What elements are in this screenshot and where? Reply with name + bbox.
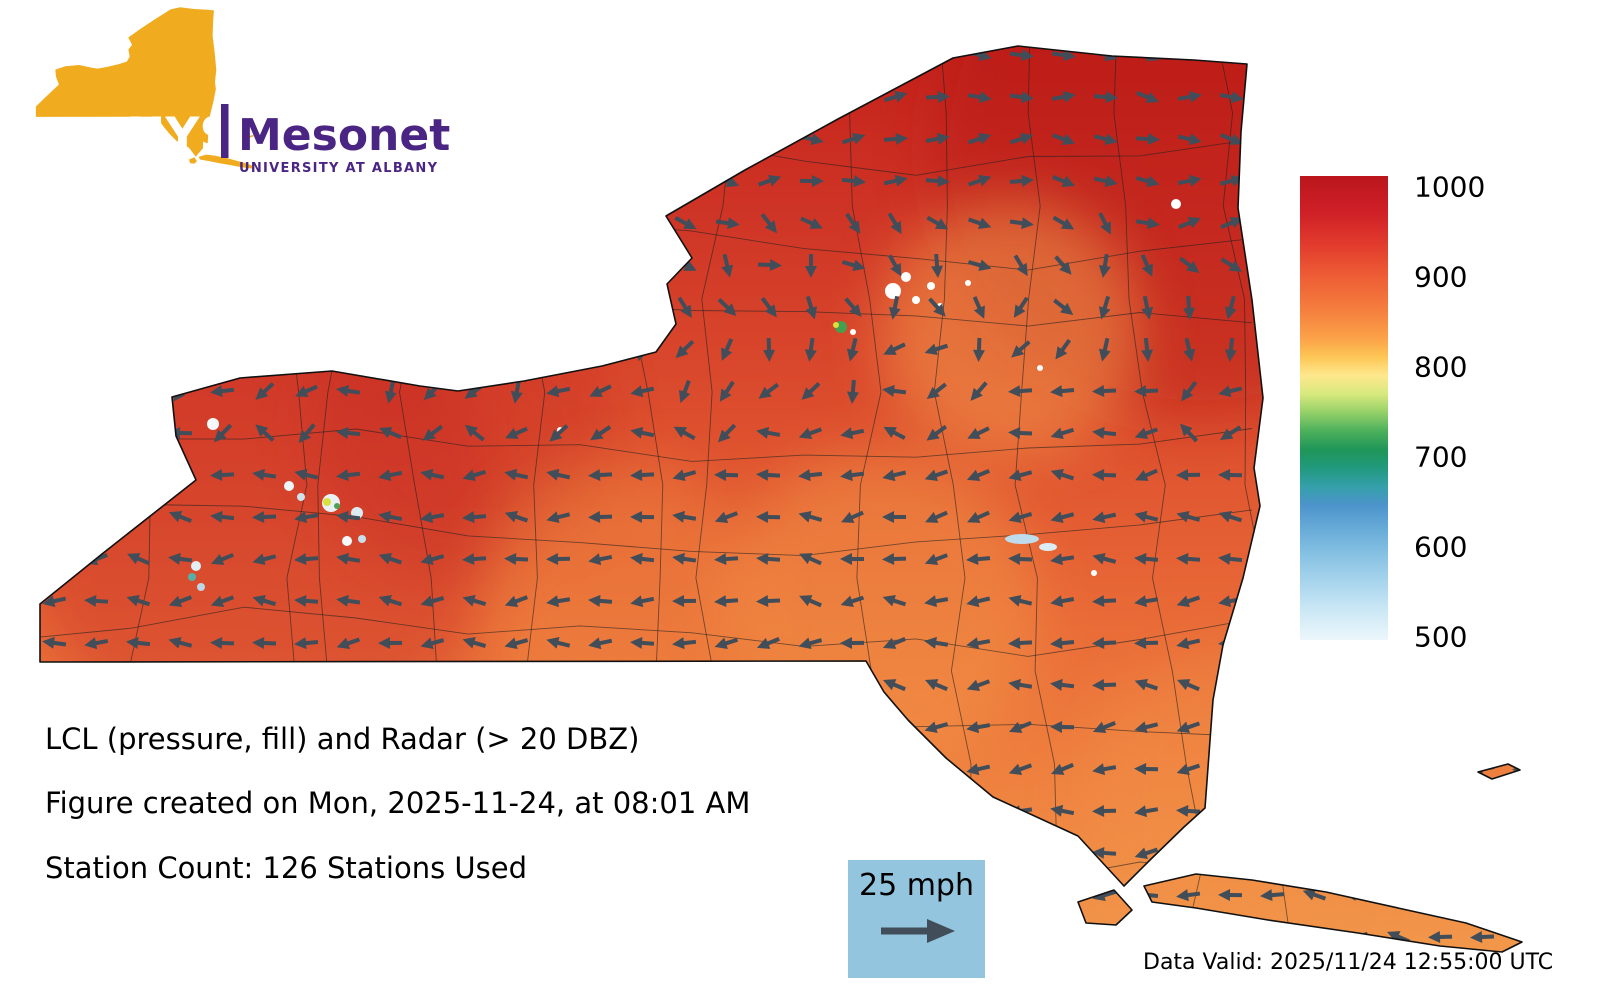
radar-echo	[1171, 199, 1181, 209]
colorbar-tick-label: 700	[1414, 440, 1468, 474]
radar-echo	[358, 535, 366, 543]
colorbar-tick-label: 900	[1414, 260, 1468, 294]
radar-echoes	[188, 199, 1181, 591]
radar-echo	[885, 283, 901, 299]
radar-echo	[297, 493, 305, 501]
radar-echo	[1039, 543, 1057, 551]
logo-mesonet-text: Mesonet	[238, 110, 450, 161]
colorbar-gradient	[1300, 176, 1388, 640]
logo-divider	[221, 104, 229, 158]
radar-echo	[323, 498, 331, 506]
radar-echo	[1091, 570, 1097, 576]
station-count-text: Station Count: 126 Stations Used	[45, 851, 528, 885]
radar-echo	[912, 296, 920, 304]
wind-scale-legend: 25 mph	[848, 860, 985, 978]
radar-echo	[207, 418, 219, 430]
nys-mesonet-logo: NYS Mesonet UNIVERSITY AT ALBANY	[35, 7, 450, 176]
logo-university-text: UNIVERSITY AT ALBANY	[239, 161, 438, 176]
colorbar-tick-label: 1000	[1414, 170, 1486, 204]
radar-echo	[901, 272, 911, 282]
radar-echo	[850, 329, 856, 335]
wind-scale-label: 25 mph	[859, 868, 974, 903]
radar-echo	[965, 280, 971, 286]
radar-echo	[188, 573, 196, 581]
data-valid-text: Data Valid: 2025/11/24 12:55:00 UTC	[1143, 950, 1554, 975]
radar-echo	[284, 481, 294, 491]
pressure-colorbar: 1000 900 800 700 600 500	[1300, 171, 1485, 654]
radar-echo	[334, 503, 340, 509]
radar-echo	[197, 583, 205, 591]
radar-echo	[1005, 534, 1039, 544]
colorbar-tick-label: 600	[1414, 530, 1468, 564]
logo-nys-text: NYS	[126, 108, 233, 163]
colorbar-tick-label: 500	[1414, 620, 1468, 654]
colorbar-tick-labels: 1000 900 800 700 600 500	[1414, 171, 1514, 654]
colorbar-tick-label: 800	[1414, 350, 1468, 384]
radar-echo	[191, 561, 201, 571]
radar-echo	[342, 536, 352, 546]
radar-echo	[1037, 365, 1043, 371]
radar-echo	[833, 322, 839, 328]
figure-created-text: Figure created on Mon, 2025-11-24, at 08…	[45, 786, 751, 820]
wind-scale-arrow-icon	[880, 919, 955, 943]
map-title: LCL (pressure, fill) and Radar (> 20 DBZ…	[45, 722, 640, 756]
radar-echo	[927, 282, 935, 290]
